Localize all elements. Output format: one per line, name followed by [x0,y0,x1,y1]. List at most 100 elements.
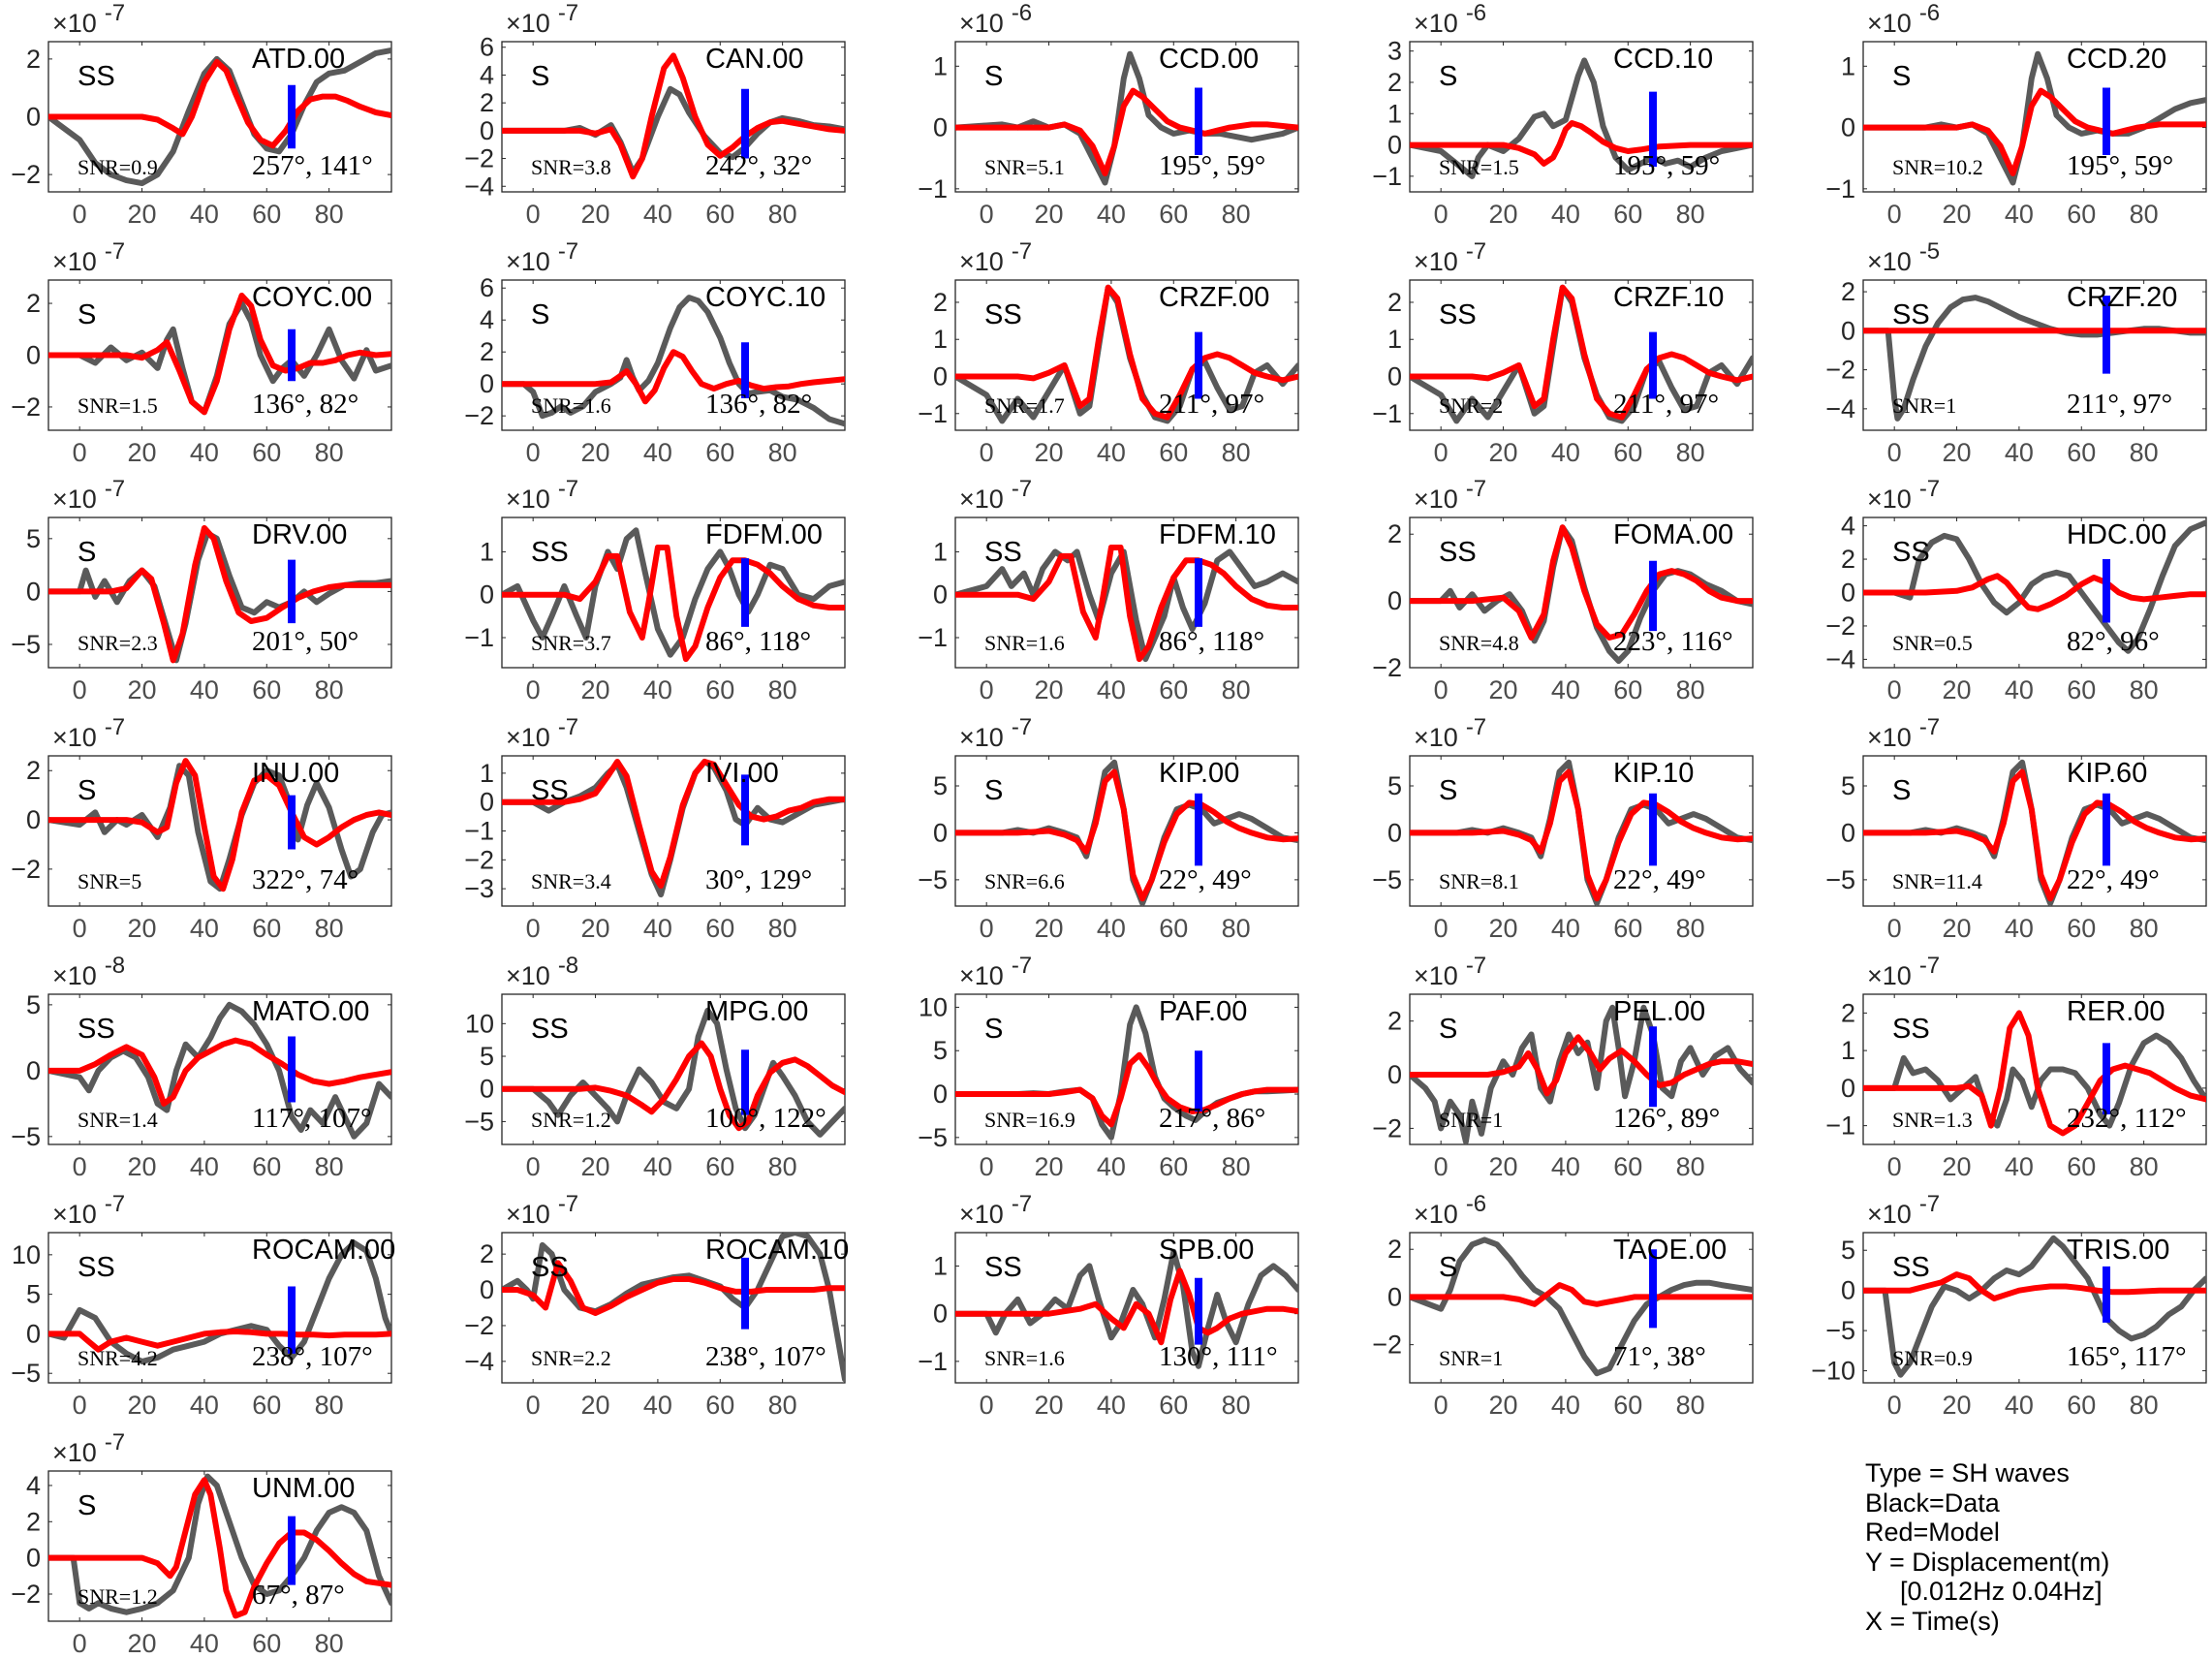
x-tick-label: 20 [1943,914,1972,943]
axes-frame [954,41,1299,193]
axes-frame [47,1470,392,1622]
snr-label: SNR=1.7 [984,393,1065,418]
snr-label: SNR=1.5 [1439,155,1519,179]
axes-frame [47,1232,392,1384]
model-trace [48,1477,391,1619]
station-label: COYC.10 [705,282,826,313]
data-trace [1410,1236,1753,1377]
angles-label: 211°, 97° [1159,389,1264,420]
x-tick-label: 60 [1613,200,1642,229]
snr-label: SNR=5.1 [984,155,1065,179]
model-trace [48,1037,391,1107]
x-tick-label: 80 [2130,675,2159,704]
station-label: KIP.60 [2067,758,2147,789]
angles-label: 30°, 129° [705,864,812,895]
x-tick-label: 0 [73,1152,87,1181]
x-tick-label: 20 [1943,1391,1972,1420]
phase-label: S [1439,1252,1457,1283]
exponent-power: -5 [1919,238,1940,265]
y-tick-label: 0 [1387,362,1402,391]
y-tick-label: 1 [1387,325,1402,354]
x-tick-label: 60 [2067,1391,2096,1420]
x-tick-label: 40 [190,1152,219,1181]
x-tick-label: 60 [705,438,734,467]
x-tick-label: 60 [2067,200,2096,229]
exponent-power: -7 [558,238,578,265]
exponent-power: -8 [558,953,578,979]
model-trace [48,758,391,892]
station-label: FDFM.00 [705,519,823,550]
phase-label: S [531,299,549,330]
panel-hdc-00: 0 20 40 60 80 −4 −2 0 2 4 ×10 -7 SS HDC.00 SNR=0.5 82°,… [1825,476,2207,704]
phase-label: SS [984,1252,1022,1283]
y-tick-label: 0 [480,580,494,610]
model-trace [1410,284,1753,421]
model-trace [1410,1034,1753,1097]
exponent-label: ×10 -8 [52,953,125,990]
angles-label: 86°, 118° [1159,626,1264,657]
station-label: TRIS.00 [2067,1235,2169,1266]
phase-label: S [984,1014,1003,1045]
data-trace [502,527,845,658]
axes-frame [1862,993,2207,1145]
x-tick-label: 80 [768,1152,797,1181]
x-tick-label: 40 [643,200,672,229]
angles-label: 257°, 141° [252,150,373,181]
exponent-power: -7 [105,0,125,26]
snr-label: SNR=5 [78,869,141,893]
model-trace [48,293,391,416]
station-label: MATO.00 [252,996,369,1027]
y-tick-label: 0 [1387,818,1402,847]
axes-frame [501,993,846,1145]
model-trace [1410,1282,1753,1307]
axes-frame [1862,41,2207,193]
y-tick-label: 0 [933,1299,948,1329]
x-tick-label: 60 [1613,1152,1642,1181]
panel-paf-00: 0 20 40 60 80 −5 0 5 10 ×10 -7 S PAF.00 SNR=16.9 217°,… [918,953,1299,1181]
y-tick-label: 0 [933,362,948,391]
x-tick-label: 40 [1097,675,1126,704]
angles-label: 22°, 49° [2067,864,2160,895]
y-tick-label: 1 [1841,1036,1855,1065]
exponent-label: ×10 -8 [506,953,578,990]
exponent-label: ×10 -6 [1867,0,1940,38]
x-tick-label: 0 [73,1629,87,1658]
angles-label: 232°, 112° [2067,1103,2187,1134]
angles-label: 217°, 86° [1159,1103,1265,1134]
model-trace [955,1051,1298,1128]
snr-label: SNR=3.8 [531,155,611,179]
snr-label: SNR=1.6 [531,393,611,418]
y-tick-label: 5 [26,1280,41,1309]
y-tick-label: 5 [26,990,41,1019]
x-tick-label: 0 [980,438,994,467]
exponent-label: ×10 -7 [52,476,125,514]
y-tick-label: 5 [1387,771,1402,800]
station-label: DRV.00 [252,519,347,550]
x-tick-label: 0 [1434,675,1449,704]
panel-kip-10: 0 20 40 60 80 −5 0 5 ×10 -7 S KIP.10 SNR=8.1 22°, 49° [1372,714,1754,943]
exponent-power: -7 [558,0,578,26]
y-tick-label: 0 [1387,586,1402,615]
x-tick-label: 60 [2067,675,2096,704]
angles-label: 136°, 82° [252,389,358,420]
note-type: Type = SH waves [1865,1458,2070,1487]
model-trace [955,545,1298,663]
x-tick-label: 20 [1489,914,1518,943]
x-tick-label: 0 [1887,438,1902,467]
exponent-label: ×10 -7 [1867,953,1940,990]
angles-label: 195°, 59° [1613,150,1720,181]
y-tick-label: 0 [480,369,494,398]
x-tick-label: 0 [1887,675,1902,704]
y-tick-label: 0 [480,788,494,817]
y-tick-label: 1 [933,537,948,566]
model-trace [48,1329,391,1353]
x-tick-label: 20 [581,200,610,229]
station-label: IVI.00 [705,758,779,789]
x-tick-label: 20 [1943,1152,1972,1181]
x-tick-label: 80 [1222,200,1251,229]
y-tick-label: 0 [1387,1060,1402,1089]
x-tick-label: 40 [1551,200,1580,229]
exponent-power: -6 [1466,1191,1486,1217]
x-tick-label: 40 [1551,1152,1580,1181]
